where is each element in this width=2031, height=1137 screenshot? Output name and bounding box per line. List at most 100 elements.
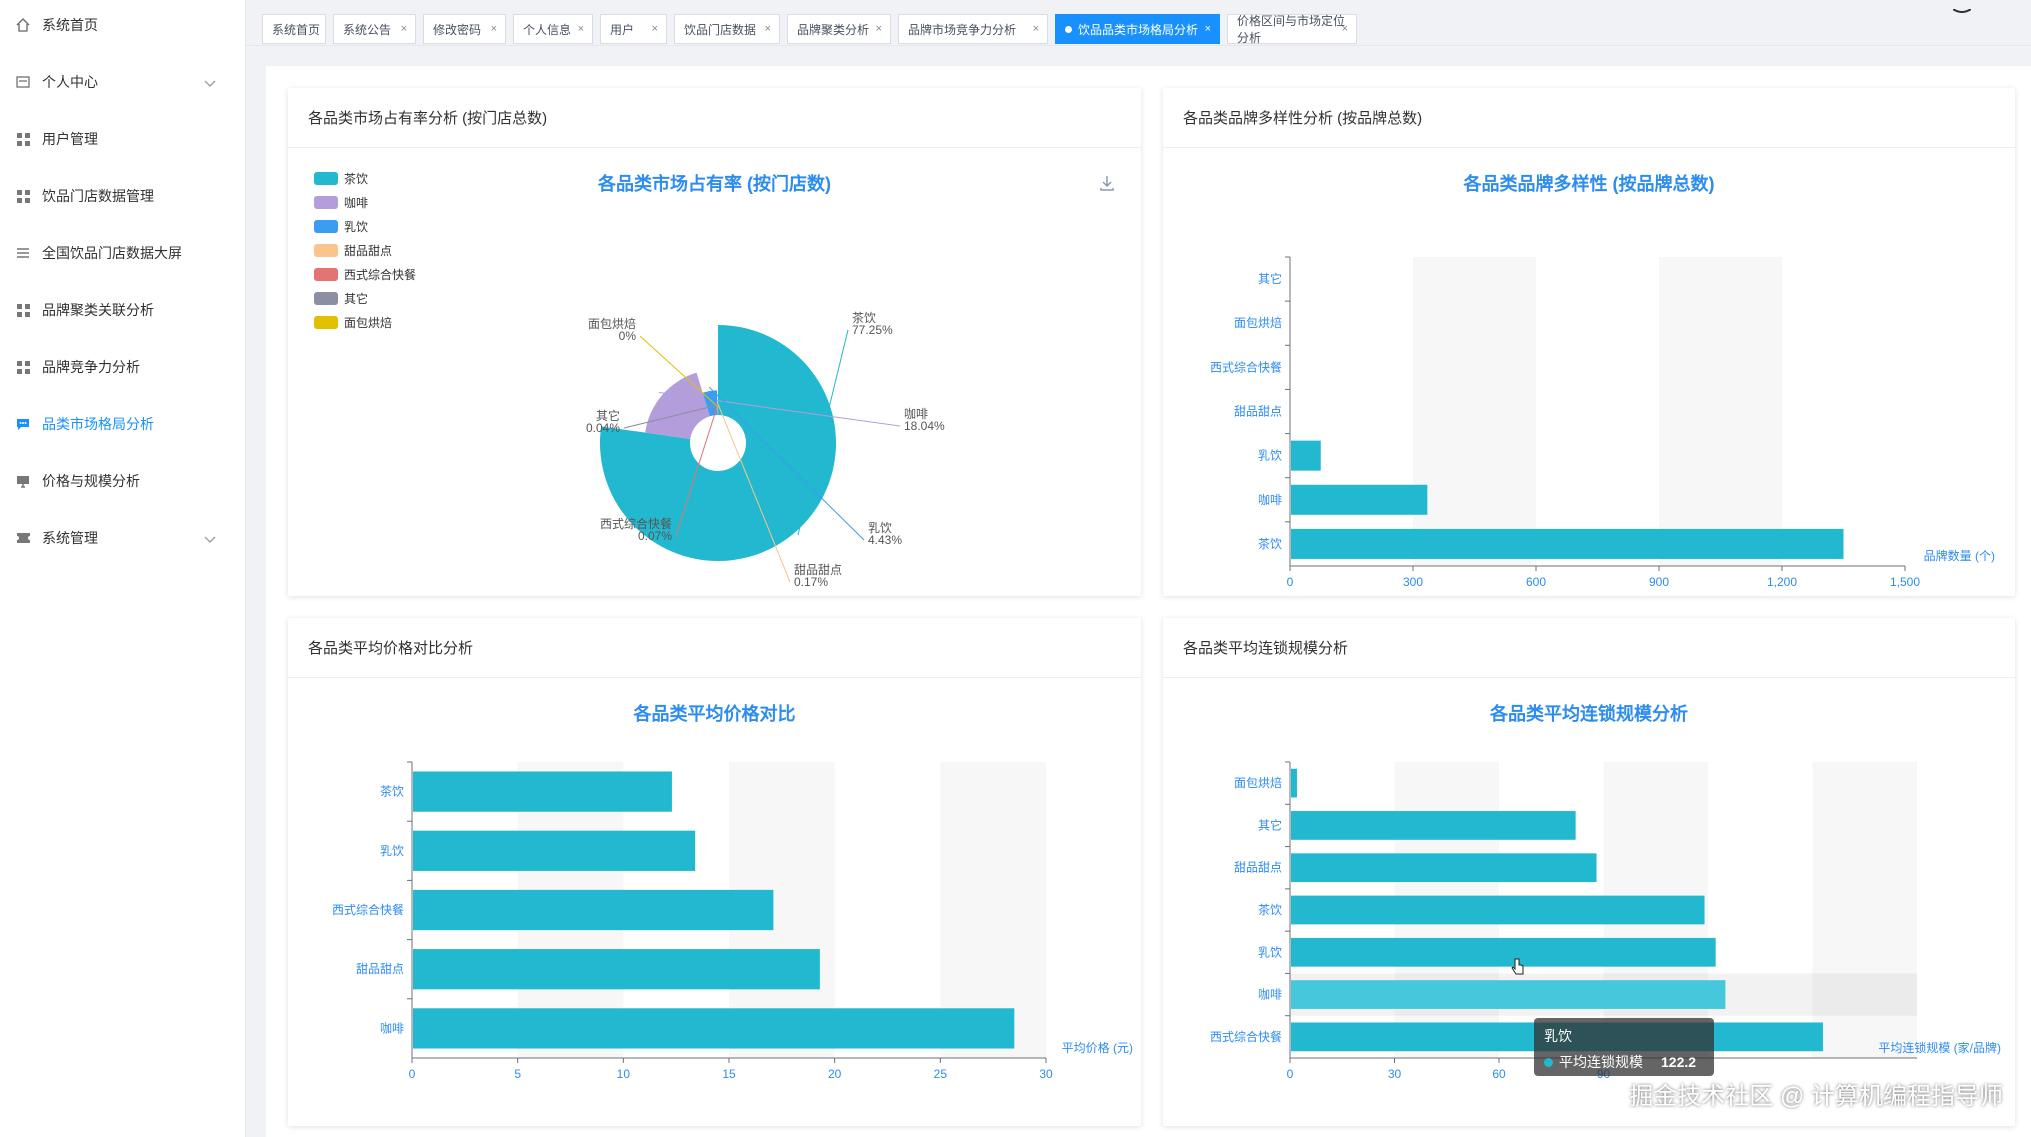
bar-1[interactable] — [413, 830, 696, 871]
brand-diversity-chart-title: 各品类品牌多样性 (按品牌总数) — [1463, 174, 1715, 194]
sidebar-item-3[interactable]: 饮品门店数据管理 — [0, 176, 246, 216]
pie-slice-1[interactable] — [645, 372, 710, 440]
legend-label-3[interactable]: 甜品甜点 — [344, 244, 392, 258]
y-tick-label-3: 茶饮 — [1258, 902, 1282, 917]
brand-diversity-card: 各品类品牌多样性分析 (按品牌总数) 各品类品牌多样性 (按品牌总数) 其它 面包… — [1163, 88, 2015, 596]
pie-label-3: 甜品甜点 — [794, 563, 842, 577]
user-avatar-icon[interactable] — [1952, 0, 1972, 13]
tooltip-series-marker — [1544, 1057, 1553, 1067]
legend-label-5[interactable]: 其它 — [344, 291, 368, 306]
avg-price-card: 各品类平均价格对比分析 各品类平均价格对比 茶饮 乳饮 西式综合快餐 甜品甜点 咖啡 0 5… — [288, 618, 1141, 1126]
legend-swatch-6[interactable] — [314, 316, 338, 329]
pie-slice-0[interactable] — [600, 325, 836, 561]
bar-3[interactable] — [1291, 895, 1705, 925]
legend-swatch-3[interactable] — [314, 244, 338, 257]
legend-swatch-2[interactable] — [314, 220, 338, 233]
tab-divider — [246, 45, 2031, 46]
tab-3[interactable]: 个人信息 × — [513, 14, 593, 44]
legend-swatch-0[interactable] — [314, 172, 338, 185]
close-icon[interactable]: × — [875, 23, 882, 35]
pie-value-label-0: 77.25% — [852, 323, 893, 337]
pie-leader-line-0 — [797, 329, 849, 536]
x-tick-label-2: 600 — [1526, 575, 1546, 588]
legend-label-2[interactable]: 乳饮 — [344, 220, 368, 234]
bar-4[interactable] — [413, 1008, 1015, 1049]
bar-5[interactable] — [1291, 980, 1726, 1009]
tab-9[interactable]: 价格区间与市场定位分析 × — [1227, 14, 1357, 45]
chain-scale-chart-title: 各品类平均连锁规模分析 — [1490, 704, 1688, 724]
tooltip-series-name: 平均连锁规模 — [1559, 1054, 1643, 1070]
sidebar-item-8[interactable]: 价格与规模分析 — [0, 461, 246, 501]
bar-3[interactable] — [413, 949, 820, 990]
sidebar-item-2[interactable]: 用户管理 — [0, 119, 246, 159]
active-tab-dot-icon — [1065, 25, 1072, 33]
pie-label-5: 其它 — [596, 408, 620, 423]
pie-leader-line-5 — [623, 404, 719, 429]
pie-leader-line-4 — [675, 404, 719, 537]
sidebar-item-0[interactable]: 系统首页 — [0, 5, 246, 45]
sidebar-item-4[interactable]: 全国饮品门店数据大屏 — [0, 233, 246, 273]
bar-4[interactable] — [1291, 440, 1321, 471]
close-icon[interactable]: × — [651, 23, 658, 35]
close-icon[interactable]: × — [577, 23, 584, 35]
sidebar-item-7[interactable]: 品类市场格局分析 — [0, 404, 246, 444]
close-icon[interactable]: × — [1032, 23, 1039, 35]
tab-4[interactable]: 用户 × — [600, 14, 667, 44]
avg-price-card-header: 各品类平均价格对比分析 — [288, 618, 1141, 678]
close-icon[interactable]: × — [400, 23, 407, 35]
y-tick-label-6: 西式综合快餐 — [1210, 1029, 1282, 1044]
bar-6[interactable] — [1291, 528, 1844, 559]
legend-label-1[interactable]: 咖啡 — [344, 195, 368, 210]
sidebar-item-label: 系统首页 — [42, 17, 98, 33]
sidebar-item-label: 饮品门店数据管理 — [42, 188, 154, 204]
y-tick-label-1: 乳饮 — [380, 844, 404, 858]
x-tick-label-1: 300 — [1403, 575, 1423, 588]
bar-0[interactable] — [413, 771, 672, 812]
legend-swatch-4[interactable] — [314, 268, 338, 281]
bar-5[interactable] — [1291, 484, 1428, 515]
tab-8[interactable]: 饮品品类市场格局分析 × — [1055, 14, 1220, 44]
sidebar: 系统首页个人中心用户管理饮品门店数据管理全国饮品门店数据大屏 品牌聚类关联分析 品牌… — [0, 0, 246, 1137]
download-icon[interactable] — [1098, 174, 1118, 194]
tab-5[interactable]: 饮品门店数据 × — [674, 14, 780, 44]
bar-2[interactable] — [413, 889, 774, 931]
x-tick-label-4: 1,200 — [1767, 575, 1797, 588]
y-tick-label-2: 西式综合快餐 — [1210, 359, 1282, 374]
legend-label-0[interactable]: 茶饮 — [344, 171, 368, 186]
sidebar-item-5[interactable]: 品牌聚类关联分析 — [0, 290, 246, 330]
legend-swatch-5[interactable] — [314, 292, 338, 305]
pie-label-1: 咖啡 — [904, 406, 928, 421]
x-tick-label-0: 0 — [1287, 575, 1294, 588]
legend-swatch-1[interactable] — [314, 196, 338, 209]
profile-card-icon — [14, 73, 32, 91]
y-tick-label-2: 甜品甜点 — [1234, 861, 1282, 875]
bar-1[interactable] — [1291, 811, 1576, 840]
x-tick-label-1: 5 — [514, 1067, 521, 1081]
tab-0[interactable]: 系统首页 — [262, 14, 326, 44]
monitor-icon — [14, 472, 32, 490]
sidebar-item-6[interactable]: 品牌竞争力分析 — [0, 347, 246, 387]
close-icon[interactable]: × — [490, 23, 497, 35]
x-tick-label-6: 30 — [1039, 1067, 1053, 1081]
legend-label-4[interactable]: 西式综合快餐 — [344, 267, 416, 282]
tab-label: 系统公告 — [343, 22, 392, 37]
sidebar-item-1[interactable]: 个人中心 — [0, 62, 246, 102]
y-tick-label-1: 面包烘焙 — [1234, 315, 1282, 330]
x-tick-label-5: 25 — [934, 1067, 948, 1081]
bar-4[interactable] — [1291, 937, 1716, 967]
tab-label: 系统首页 — [272, 22, 321, 37]
y-tick-label-0: 茶饮 — [380, 784, 404, 799]
bar-2[interactable] — [1291, 853, 1597, 883]
chevron-down-icon — [204, 531, 218, 545]
close-icon[interactable]: × — [1341, 23, 1348, 35]
bar-0[interactable] — [1291, 768, 1297, 798]
tab-2[interactable]: 修改密码 × — [423, 14, 506, 44]
tab-7[interactable]: 品牌市场竞争力分析 × — [898, 14, 1048, 44]
legend-label-6[interactable]: 面包烘焙 — [344, 315, 392, 330]
tab-1[interactable]: 系统公告 × — [333, 14, 416, 44]
close-icon[interactable]: × — [764, 23, 771, 35]
sidebar-item-9[interactable]: 系统管理 — [0, 518, 246, 558]
close-icon[interactable]: × — [1204, 23, 1211, 35]
tab-6[interactable]: 品牌聚类分析 × — [787, 14, 891, 44]
